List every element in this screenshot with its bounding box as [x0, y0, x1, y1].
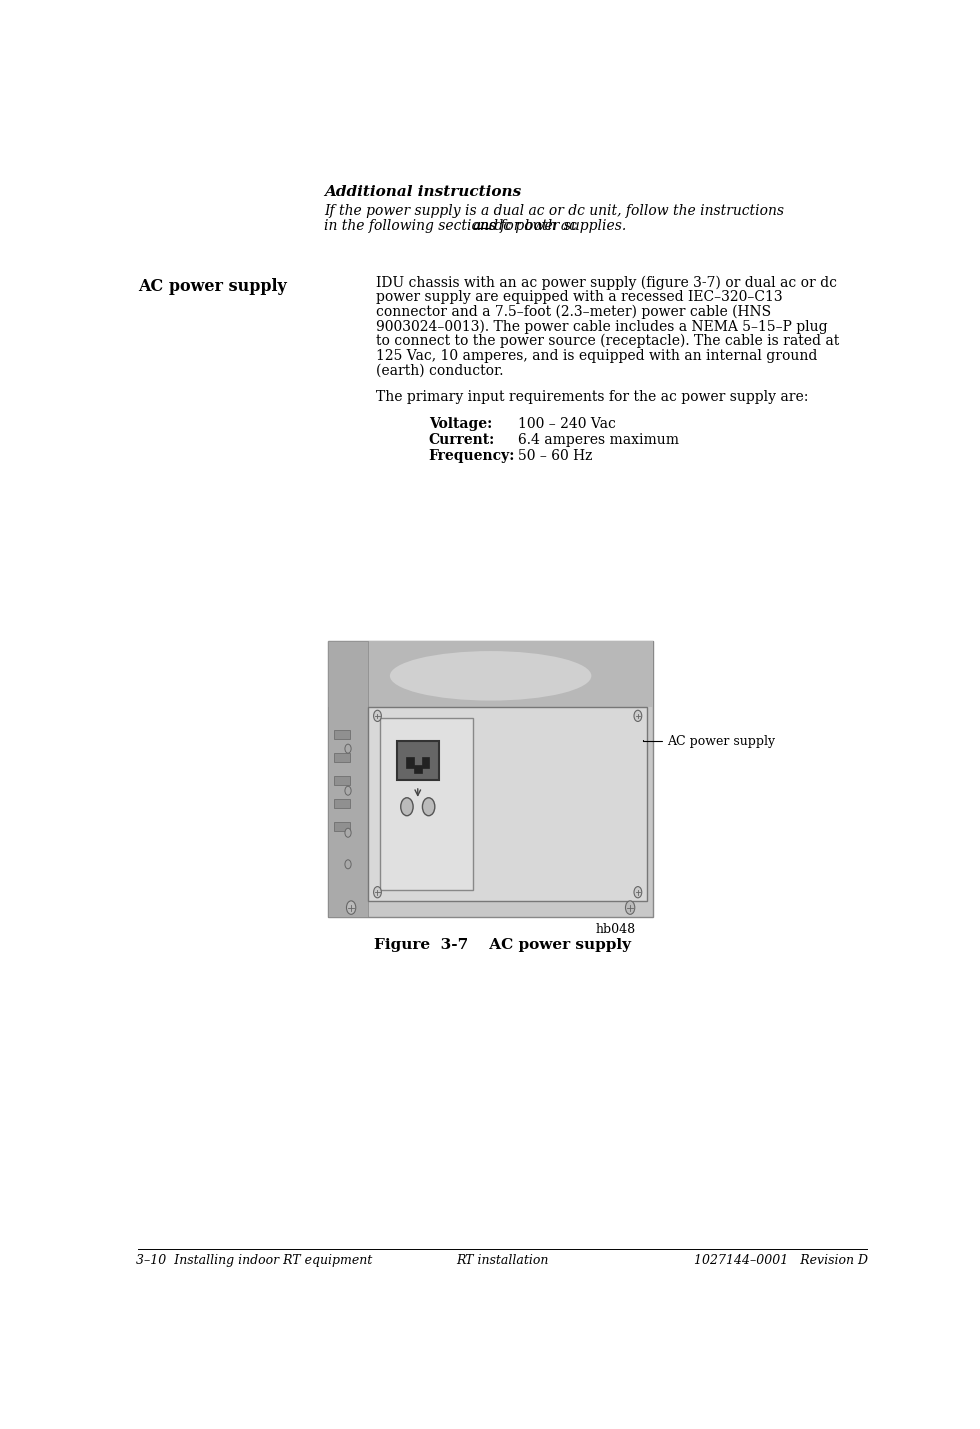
Bar	[406, 757, 414, 769]
Text: Current:: Current:	[428, 433, 495, 447]
Text: If the power supply is a dual ac or dc unit, follow the instructions: If the power supply is a dual ac or dc u…	[324, 204, 784, 217]
Text: power supply are equipped with a recessed IEC–320–C13: power supply are equipped with a recesse…	[376, 290, 783, 304]
Circle shape	[634, 886, 642, 897]
Text: Voltage:: Voltage:	[428, 417, 492, 432]
Circle shape	[345, 829, 351, 837]
Bar	[328, 642, 654, 917]
Text: in the following sections for both ac: in the following sections for both ac	[324, 219, 581, 233]
Bar	[334, 730, 350, 739]
Text: 100 – 240 Vac: 100 – 240 Vac	[517, 417, 615, 432]
Circle shape	[373, 886, 381, 897]
Text: IDU chassis with an ac power supply (figure 3-7) or dual ac or dc: IDU chassis with an ac power supply (fig…	[376, 276, 837, 290]
Text: 1027144–0001   Revision D: 1027144–0001 Revision D	[694, 1255, 868, 1268]
Circle shape	[625, 900, 635, 915]
Circle shape	[345, 786, 351, 795]
Text: and: and	[472, 219, 499, 233]
Circle shape	[401, 797, 414, 816]
Text: connector and a 7.5–foot (2.3–meter) power cable (HNS: connector and a 7.5–foot (2.3–meter) pow…	[376, 304, 771, 319]
Bar	[328, 642, 368, 917]
Text: 50 – 60 Hz: 50 – 60 Hz	[517, 450, 592, 463]
Text: Figure  3-7    AC power supply: Figure 3-7 AC power supply	[373, 939, 631, 952]
Circle shape	[347, 900, 356, 915]
Text: AC power supply: AC power supply	[138, 277, 287, 294]
Bar	[368, 706, 647, 902]
Circle shape	[422, 797, 435, 816]
Text: 6.4 amperes maximum: 6.4 amperes maximum	[517, 433, 679, 447]
Text: Additional instructions: Additional instructions	[324, 186, 521, 199]
Bar	[380, 719, 472, 890]
Bar	[421, 757, 429, 769]
Text: 9003024–0013). The power cable includes a NEMA 5–15–P plug: 9003024–0013). The power cable includes …	[376, 319, 827, 334]
Ellipse shape	[390, 652, 591, 700]
Bar	[334, 799, 350, 809]
Text: The primary input requirements for the ac power supply are:: The primary input requirements for the a…	[376, 390, 808, 404]
Circle shape	[345, 860, 351, 869]
Bar	[414, 765, 421, 773]
Circle shape	[634, 710, 642, 722]
Bar	[397, 742, 439, 780]
Text: Frequency:: Frequency:	[428, 450, 515, 463]
Bar	[334, 822, 350, 832]
Circle shape	[345, 745, 351, 753]
Bar	[334, 776, 350, 785]
Bar	[334, 753, 350, 762]
Text: 3–10  Installing indoor RT equipment: 3–10 Installing indoor RT equipment	[136, 1255, 372, 1268]
Text: dc power supplies.: dc power supplies.	[490, 219, 626, 233]
Bar	[328, 642, 654, 706]
Text: RT installation: RT installation	[456, 1255, 549, 1268]
Text: hb048: hb048	[595, 923, 635, 936]
Text: (earth) conductor.: (earth) conductor.	[376, 363, 504, 377]
Text: AC power supply: AC power supply	[643, 735, 775, 747]
Text: to connect to the power source (receptacle). The cable is rated at: to connect to the power source (receptac…	[376, 334, 839, 349]
Text: 125 Vac, 10 amperes, and is equipped with an internal ground: 125 Vac, 10 amperes, and is equipped wit…	[376, 349, 817, 363]
Circle shape	[373, 710, 381, 722]
